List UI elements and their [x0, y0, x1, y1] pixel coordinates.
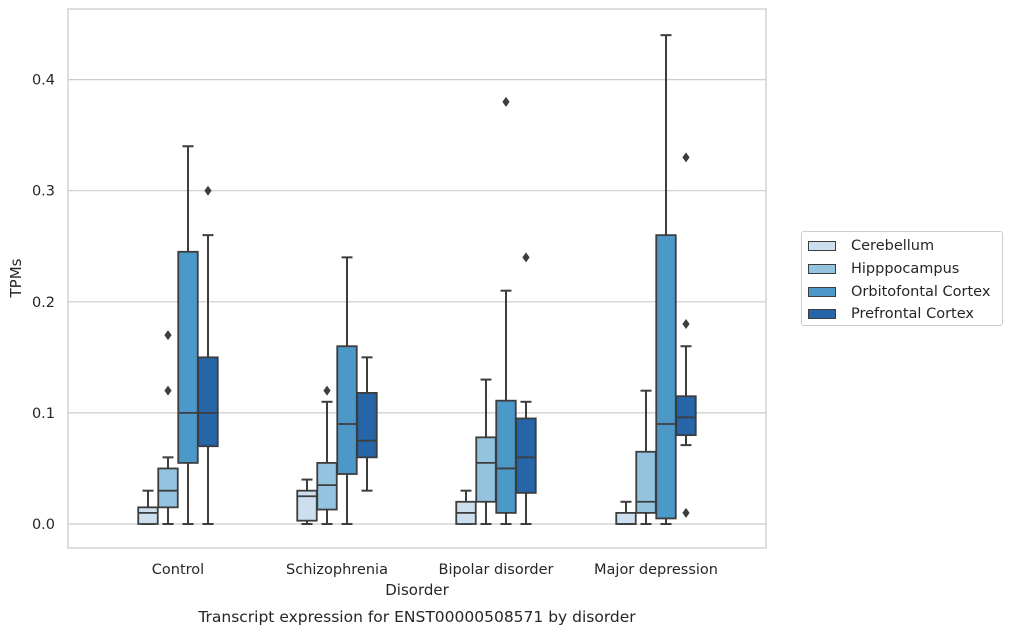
box-2-0 — [455, 489, 477, 525]
legend-label: Hipppocampus — [851, 261, 960, 278]
box-iqr — [316, 461, 338, 511]
box-iqr — [177, 250, 199, 464]
boxes — [137, 34, 697, 525]
y-tick-label: 0.2 — [32, 295, 55, 311]
outlier-point — [522, 252, 530, 263]
box-iqr — [515, 417, 537, 494]
box-iqr — [137, 506, 159, 525]
legend-label: Prefrontal Cortex — [851, 306, 974, 323]
legend-swatch — [808, 264, 836, 275]
box-3-3 — [675, 152, 697, 518]
x-tick-label: Control — [152, 562, 204, 578]
box-iqr — [615, 511, 637, 525]
x-tick-label: Schizophrenia — [286, 562, 388, 578]
box-0-0 — [137, 489, 159, 525]
outlier-point — [682, 319, 690, 330]
legend: Cerebellum Hipppocampus Orbitofontal Corte… — [801, 231, 1003, 326]
outlier-point — [323, 385, 331, 396]
box-iqr — [336, 345, 358, 475]
box-2-3 — [515, 252, 537, 525]
box-1-1 — [316, 385, 338, 525]
legend-label: Orbitofontal Cortex — [851, 283, 991, 300]
box-0-1 — [157, 330, 179, 525]
box-iqr — [296, 489, 318, 522]
box-iqr — [356, 392, 378, 459]
box-iqr — [655, 234, 677, 520]
legend-item: Cerebellum — [808, 235, 1002, 258]
box-iqr — [197, 356, 219, 448]
outlier-point — [502, 96, 510, 107]
outlier-point — [204, 185, 212, 196]
box-3-0 — [615, 500, 637, 525]
y-tick-label: 0.4 — [32, 73, 55, 89]
box-iqr — [675, 395, 697, 437]
legend-item: Hipppocampus — [808, 258, 1002, 281]
box-iqr — [635, 450, 657, 514]
legend-item: Prefrontal Cortex — [808, 303, 1002, 326]
chart-caption: Transcript expression for ENST0000050857… — [197, 608, 636, 626]
outlier-point — [164, 330, 172, 341]
box-iqr — [157, 467, 179, 509]
box-2-2 — [495, 96, 517, 525]
legend-swatch — [808, 286, 836, 297]
box-3-1 — [635, 389, 657, 525]
box-iqr — [495, 399, 517, 514]
box-1-0 — [296, 478, 318, 525]
y-tick-label: 0.3 — [32, 184, 55, 200]
box-1-3 — [356, 356, 378, 492]
legend-swatch — [808, 241, 836, 252]
box-3-2 — [655, 34, 677, 525]
y-axis-label: TPMs — [7, 258, 25, 298]
y-tick-label: 0.0 — [32, 517, 55, 533]
y-tick-label: 0.1 — [32, 406, 55, 422]
y-axis-ticks: 0.0 0.1 0.2 0.3 0.4 — [32, 73, 55, 533]
x-axis-label: Disorder — [385, 581, 449, 599]
box-0-3 — [197, 185, 219, 525]
legend-label: Cerebellum — [851, 238, 935, 255]
legend-swatch — [808, 309, 836, 320]
legend-item: Orbitofontal Cortex — [808, 280, 1002, 303]
box-iqr — [475, 436, 497, 503]
outlier-point — [682, 152, 690, 163]
outlier-point — [164, 385, 172, 396]
x-axis-ticks: Control Schizophrenia Bipolar disorder Majo… — [152, 562, 718, 578]
x-tick-label: Bipolar disorder — [439, 562, 554, 578]
x-tick-label: Major depression — [594, 562, 718, 578]
outlier-point — [682, 507, 690, 518]
